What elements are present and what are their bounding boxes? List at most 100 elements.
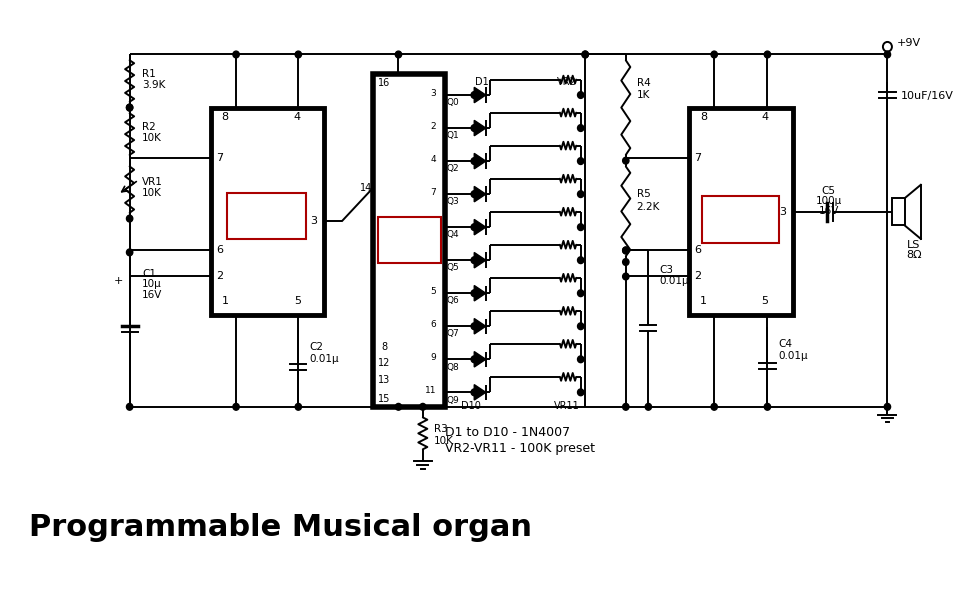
Text: NE555: NE555 [714, 222, 765, 236]
Polygon shape [474, 253, 485, 268]
Circle shape [764, 51, 769, 58]
Text: D10: D10 [460, 401, 480, 411]
Bar [377, 217, 440, 263]
Text: R3: R3 [433, 424, 447, 434]
Text: R5: R5 [636, 190, 649, 200]
Polygon shape [474, 352, 485, 367]
Circle shape [622, 247, 628, 254]
Text: Q3: Q3 [446, 197, 458, 206]
Text: Q0: Q0 [446, 98, 458, 107]
Text: Q2: Q2 [446, 164, 458, 173]
Circle shape [622, 157, 628, 164]
Circle shape [471, 125, 477, 131]
Circle shape [581, 51, 588, 58]
Circle shape [471, 158, 477, 164]
Text: 3: 3 [778, 207, 786, 217]
Text: Q8: Q8 [446, 362, 458, 372]
Text: 1: 1 [222, 296, 229, 306]
Circle shape [395, 51, 401, 58]
Text: 1: 1 [700, 296, 706, 306]
Text: 3: 3 [310, 217, 317, 227]
Text: LS: LS [906, 240, 920, 250]
Circle shape [126, 104, 133, 111]
Circle shape [126, 104, 133, 111]
Text: 10K: 10K [433, 436, 453, 446]
Circle shape [622, 403, 628, 410]
Text: 7: 7 [694, 153, 701, 163]
Circle shape [622, 273, 628, 280]
Text: Q7: Q7 [446, 329, 458, 339]
Polygon shape [474, 87, 485, 102]
Text: C1: C1 [142, 269, 156, 279]
Text: VR2-VR11 - 100K preset: VR2-VR11 - 100K preset [445, 442, 595, 455]
Bar [702, 196, 778, 243]
Text: CD4017: CD4017 [382, 241, 436, 254]
Text: IC2: IC2 [396, 225, 422, 239]
Bar [210, 108, 324, 315]
Circle shape [577, 158, 583, 164]
Circle shape [233, 51, 239, 58]
Circle shape [295, 403, 301, 410]
Text: 13: 13 [378, 375, 390, 385]
Circle shape [395, 403, 401, 410]
Circle shape [577, 356, 583, 363]
Text: 6: 6 [216, 246, 223, 256]
Polygon shape [474, 186, 485, 202]
Polygon shape [474, 220, 485, 235]
Circle shape [882, 42, 891, 52]
Text: 15: 15 [378, 394, 390, 404]
Circle shape [471, 92, 477, 98]
Circle shape [577, 92, 583, 98]
Circle shape [884, 403, 890, 410]
Polygon shape [474, 153, 485, 169]
Text: 16V: 16V [818, 206, 838, 216]
Circle shape [471, 257, 477, 263]
Text: 10K: 10K [142, 188, 162, 198]
Text: C4: C4 [777, 339, 792, 349]
Bar [688, 108, 792, 315]
Text: 4: 4 [430, 155, 436, 164]
Text: 7: 7 [430, 188, 436, 197]
Bar [373, 74, 445, 407]
Text: 2.2K: 2.2K [636, 202, 659, 212]
Text: +9V: +9V [895, 38, 920, 48]
Text: 11: 11 [424, 386, 436, 395]
Text: +: + [114, 276, 123, 286]
Text: R4: R4 [636, 78, 649, 88]
Text: 8: 8 [699, 112, 706, 123]
Text: Q1: Q1 [446, 131, 458, 140]
Text: 2: 2 [694, 272, 701, 282]
Circle shape [622, 259, 628, 266]
Text: 3.9K: 3.9K [142, 80, 166, 90]
Text: 4: 4 [294, 112, 300, 123]
Circle shape [233, 403, 239, 410]
Circle shape [710, 403, 717, 410]
Text: VR2: VR2 [557, 77, 577, 87]
Circle shape [126, 249, 133, 256]
Text: 2: 2 [430, 121, 436, 131]
Text: 5: 5 [294, 296, 300, 306]
Text: 3: 3 [430, 88, 436, 98]
Circle shape [126, 403, 133, 410]
Text: 5: 5 [761, 296, 767, 306]
Text: D1: D1 [474, 77, 487, 87]
Text: 8Ω: 8Ω [905, 250, 921, 260]
Text: IC1: IC1 [254, 203, 279, 217]
Circle shape [471, 356, 477, 363]
Text: Q6: Q6 [446, 296, 458, 306]
Bar [227, 193, 306, 239]
Text: 0.01μ: 0.01μ [659, 276, 688, 286]
Text: 7: 7 [216, 153, 223, 163]
Text: 0.01μ: 0.01μ [777, 350, 807, 360]
Circle shape [577, 224, 583, 230]
Text: 6: 6 [430, 320, 436, 329]
Circle shape [577, 191, 583, 197]
Circle shape [577, 125, 583, 131]
Text: C5: C5 [821, 186, 835, 196]
Text: Q4: Q4 [446, 230, 458, 239]
Text: 10μ: 10μ [142, 279, 162, 289]
Text: 16V: 16V [142, 290, 163, 300]
Circle shape [622, 247, 628, 254]
Text: C3: C3 [659, 264, 672, 274]
Text: C2: C2 [309, 342, 323, 352]
